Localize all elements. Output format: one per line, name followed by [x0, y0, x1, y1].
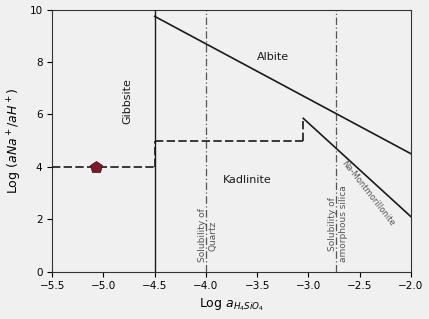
Text: Solubility of
amorphous silica: Solubility of amorphous silica — [328, 186, 348, 263]
Text: Solubility of
Quartz: Solubility of Quartz — [198, 209, 218, 263]
Text: Gibbsite: Gibbsite — [122, 78, 132, 124]
Text: Kadlinite: Kadlinite — [223, 175, 271, 185]
Y-axis label: Log $(aNa^+/aH^+)$: Log $(aNa^+/aH^+)$ — [6, 87, 24, 194]
Text: Na-Montmorillonite: Na-Montmorillonite — [339, 159, 396, 228]
X-axis label: Log $a_{H_4SiO_4}$: Log $a_{H_4SiO_4}$ — [199, 297, 264, 314]
Text: Albite: Albite — [257, 52, 289, 62]
